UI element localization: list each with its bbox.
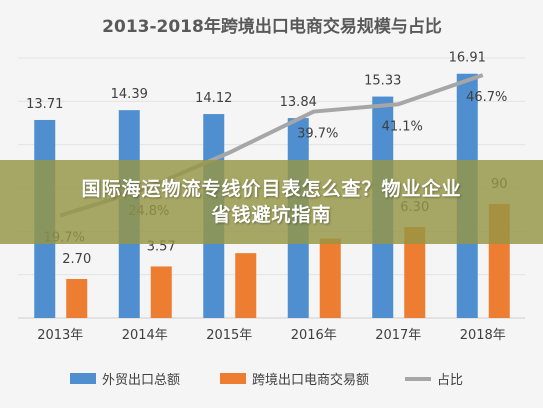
- chart-title: 2013-2018年跨境出口电商交易规模与占比: [102, 16, 442, 37]
- banner-line-1: 国际海运物流专线价目表怎么查？物业企业: [81, 178, 462, 200]
- legend: 外贸出口总额 跨境出口电商交易额 占比: [70, 372, 463, 388]
- label-export-total: 16.91: [449, 51, 486, 66]
- label-export-total: 14.12: [195, 91, 232, 106]
- label-export-total: 13.71: [26, 97, 63, 112]
- overlay-banner: 国际海运物流专线价目表怎么查？物业企业 省钱避坑指南: [0, 160, 543, 244]
- legend-label: 占比: [437, 373, 463, 388]
- x-tick-label: 2015年: [206, 328, 252, 343]
- legend-swatch: [220, 373, 246, 384]
- bar-ecommerce: [404, 227, 426, 318]
- bar-ecommerce: [235, 253, 257, 318]
- label-share: 46.7%: [466, 90, 507, 105]
- legend-label: 外贸出口总额: [102, 373, 180, 388]
- bar-ecommerce: [66, 279, 88, 318]
- x-tick-label: 2013年: [37, 328, 83, 343]
- label-share: 39.7%: [297, 127, 338, 142]
- banner-line-2: 省钱避坑指南: [211, 204, 332, 226]
- legend-label: 跨境出口电商交易额: [252, 372, 369, 388]
- x-tick-label: 2016年: [291, 328, 337, 343]
- label-share: 41.1%: [382, 119, 423, 134]
- label-export-total: 15.33: [364, 74, 401, 89]
- x-axis: 2013年 2014年 2015年 2016年 2017年 2018年: [37, 328, 506, 343]
- legend-swatch: [70, 373, 96, 384]
- label-export-total: 13.84: [280, 95, 317, 110]
- x-tick-label: 2018年: [460, 328, 506, 343]
- bar-ecommerce: [319, 238, 341, 318]
- bar-ecommerce: [150, 266, 172, 318]
- x-tick-label: 2017年: [375, 328, 421, 343]
- label-ecommerce: 2.70: [62, 252, 91, 267]
- x-tick-label: 2014年: [122, 328, 168, 343]
- label-export-total: 14.39: [111, 87, 148, 102]
